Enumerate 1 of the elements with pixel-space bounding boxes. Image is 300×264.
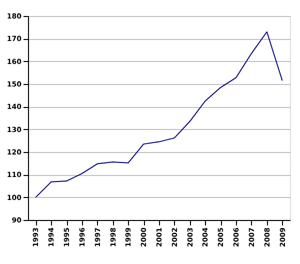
line-series: [35, 31, 283, 198]
